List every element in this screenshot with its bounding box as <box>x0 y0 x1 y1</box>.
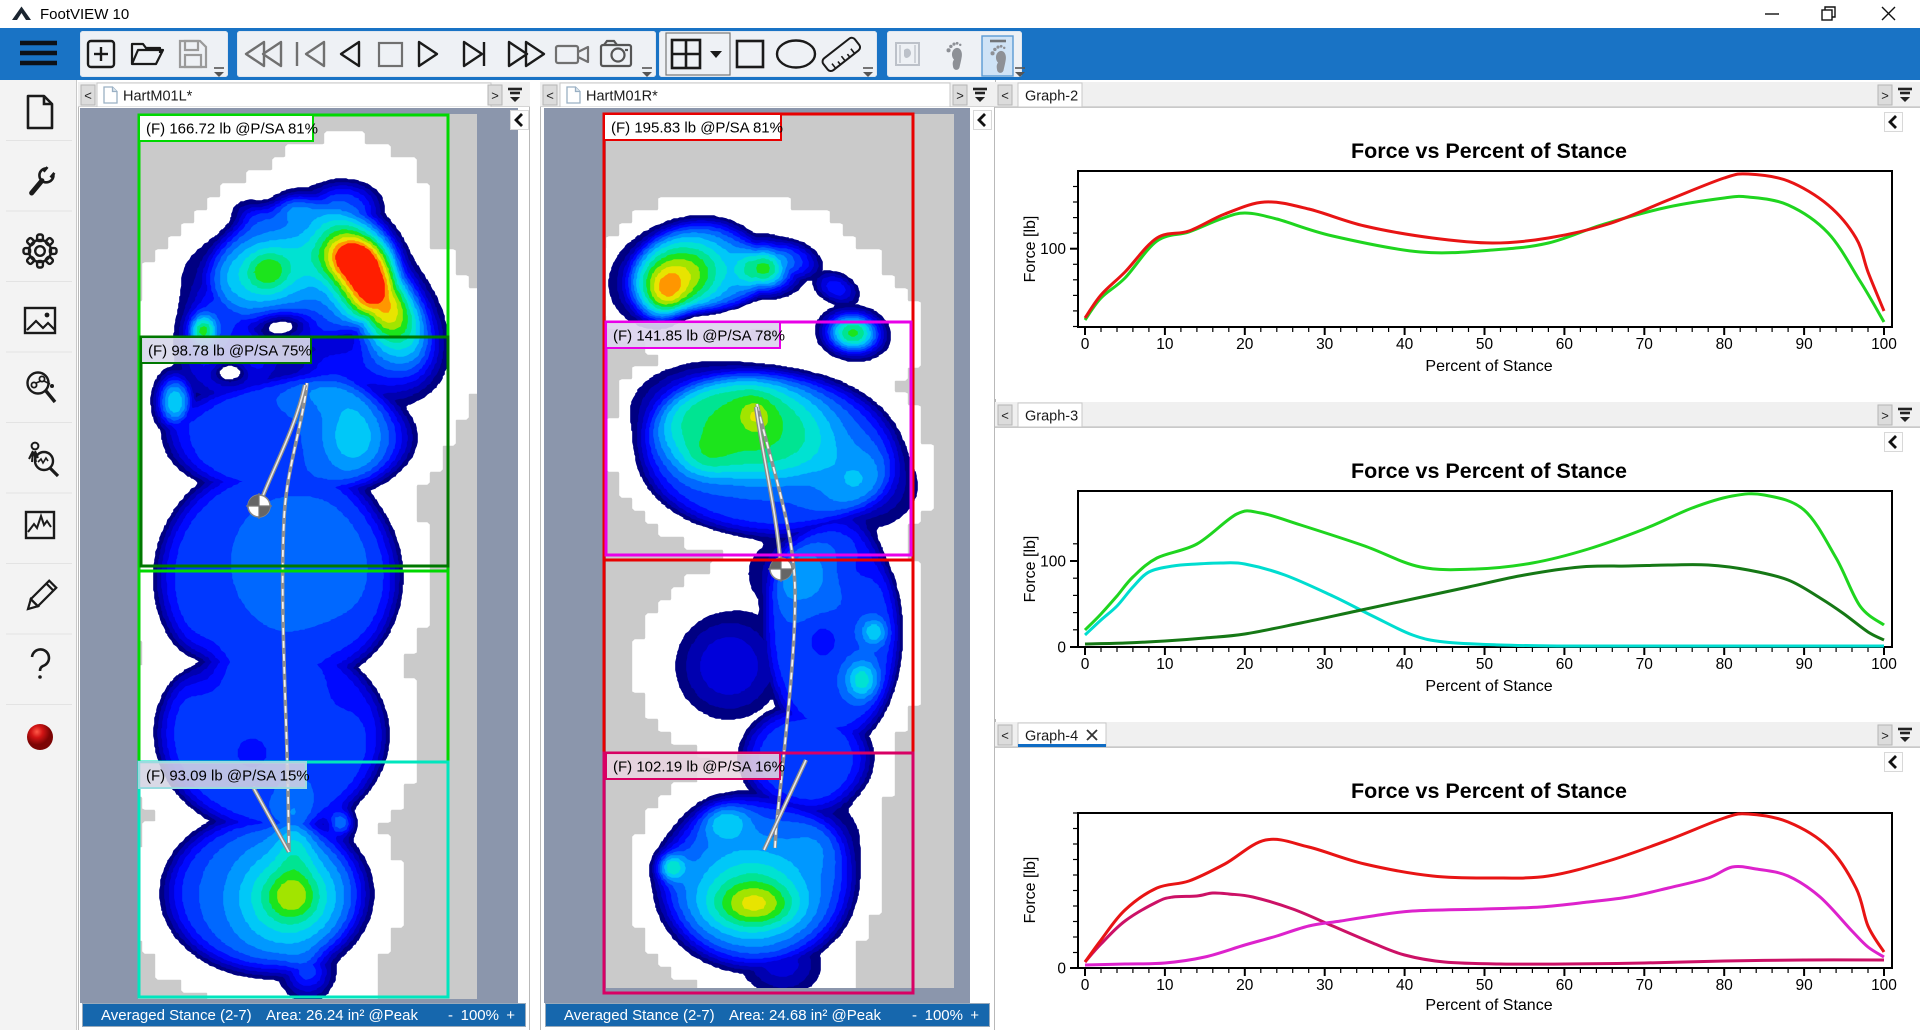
svg-text:Force vs Percent of Stance: Force vs Percent of Stance <box>1351 779 1627 803</box>
svg-text:100: 100 <box>1871 656 1897 673</box>
svg-text:60: 60 <box>1556 977 1574 994</box>
svg-text:20: 20 <box>1236 977 1254 994</box>
svg-text:Force [lb]: Force [lb] <box>1022 216 1039 283</box>
svg-text:10: 10 <box>1156 977 1174 994</box>
svg-text:40: 40 <box>1396 336 1414 353</box>
svg-text:0: 0 <box>1081 977 1090 994</box>
svg-text:0: 0 <box>1057 961 1066 978</box>
svg-text:>: > <box>1881 408 1889 423</box>
svg-text:Percent of Stance: Percent of Stance <box>1425 997 1552 1014</box>
svg-text:70: 70 <box>1636 336 1654 353</box>
svg-text:>: > <box>1881 728 1889 743</box>
svg-text:<: < <box>546 88 554 103</box>
svg-text:30: 30 <box>1316 656 1334 673</box>
svg-text:<: < <box>1001 728 1009 743</box>
svg-text:80: 80 <box>1716 977 1734 994</box>
svg-text:FootVIEW 10: FootVIEW 10 <box>40 6 129 23</box>
svg-text:Graph-3: Graph-3 <box>1025 409 1078 425</box>
svg-text:100: 100 <box>1871 336 1897 353</box>
svg-text:30: 30 <box>1316 336 1334 353</box>
svg-text:60: 60 <box>1556 336 1574 353</box>
svg-text:50: 50 <box>1476 977 1494 994</box>
svg-text:10: 10 <box>1156 336 1174 353</box>
svg-text:(F) 98.78 lb @P/SA 75%: (F) 98.78 lb @P/SA 75% <box>148 343 312 360</box>
svg-text:70: 70 <box>1636 656 1654 673</box>
svg-text:Force vs Percent of Stance: Force vs Percent of Stance <box>1351 459 1627 483</box>
svg-text:100: 100 <box>1040 554 1066 571</box>
svg-text:<: < <box>1001 88 1009 103</box>
svg-text:30: 30 <box>1316 977 1334 994</box>
svg-text:20: 20 <box>1236 336 1254 353</box>
svg-text:>: > <box>1881 88 1889 103</box>
svg-text:0: 0 <box>1057 640 1066 657</box>
svg-text:50: 50 <box>1476 656 1494 673</box>
svg-text:70: 70 <box>1636 977 1654 994</box>
svg-text:(F) 195.83 lb @P/SA 81%: (F) 195.83 lb @P/SA 81% <box>611 120 783 137</box>
svg-text:10: 10 <box>1156 656 1174 673</box>
svg-text:Graph-2: Graph-2 <box>1025 89 1078 105</box>
svg-text:100: 100 <box>1040 241 1066 258</box>
svg-text:<: < <box>84 88 92 103</box>
svg-text:>: > <box>491 88 499 103</box>
svg-text:60: 60 <box>1556 656 1574 673</box>
svg-text:40: 40 <box>1396 656 1414 673</box>
svg-text:(F) 93.09 lb @P/SA 15%: (F) 93.09 lb @P/SA 15% <box>146 768 310 785</box>
svg-text:<: < <box>1001 408 1009 423</box>
svg-text:90: 90 <box>1795 336 1813 353</box>
svg-text:(F) 166.72 lb @P/SA 81%: (F) 166.72 lb @P/SA 81% <box>146 121 318 138</box>
svg-text:Graph-4: Graph-4 <box>1025 729 1078 745</box>
svg-text:(F) 102.19 lb @P/SA 16%: (F) 102.19 lb @P/SA 16% <box>613 759 785 776</box>
svg-text:90: 90 <box>1795 656 1813 673</box>
svg-text:50: 50 <box>1476 336 1494 353</box>
svg-text:Force [lb]: Force [lb] <box>1022 857 1039 924</box>
svg-text:0: 0 <box>1081 336 1090 353</box>
svg-text:Percent of Stance: Percent of Stance <box>1425 358 1552 375</box>
svg-text:(F) 141.85 lb @P/SA 78%: (F) 141.85 lb @P/SA 78% <box>613 328 785 345</box>
svg-text:0: 0 <box>1081 656 1090 673</box>
svg-text:>: > <box>956 88 964 103</box>
svg-text:HartM01R*: HartM01R* <box>586 89 658 105</box>
svg-text:80: 80 <box>1716 656 1734 673</box>
svg-text:Force vs Percent of Stance: Force vs Percent of Stance <box>1351 139 1627 163</box>
svg-text:40: 40 <box>1396 977 1414 994</box>
svg-text:90: 90 <box>1795 977 1813 994</box>
svg-text:Force [lb]: Force [lb] <box>1022 536 1039 603</box>
svg-text:100: 100 <box>1871 977 1897 994</box>
svg-text:80: 80 <box>1716 336 1734 353</box>
svg-text:Percent of Stance: Percent of Stance <box>1425 678 1552 695</box>
svg-text:HartM01L*: HartM01L* <box>123 89 193 105</box>
svg-text:20: 20 <box>1236 656 1254 673</box>
